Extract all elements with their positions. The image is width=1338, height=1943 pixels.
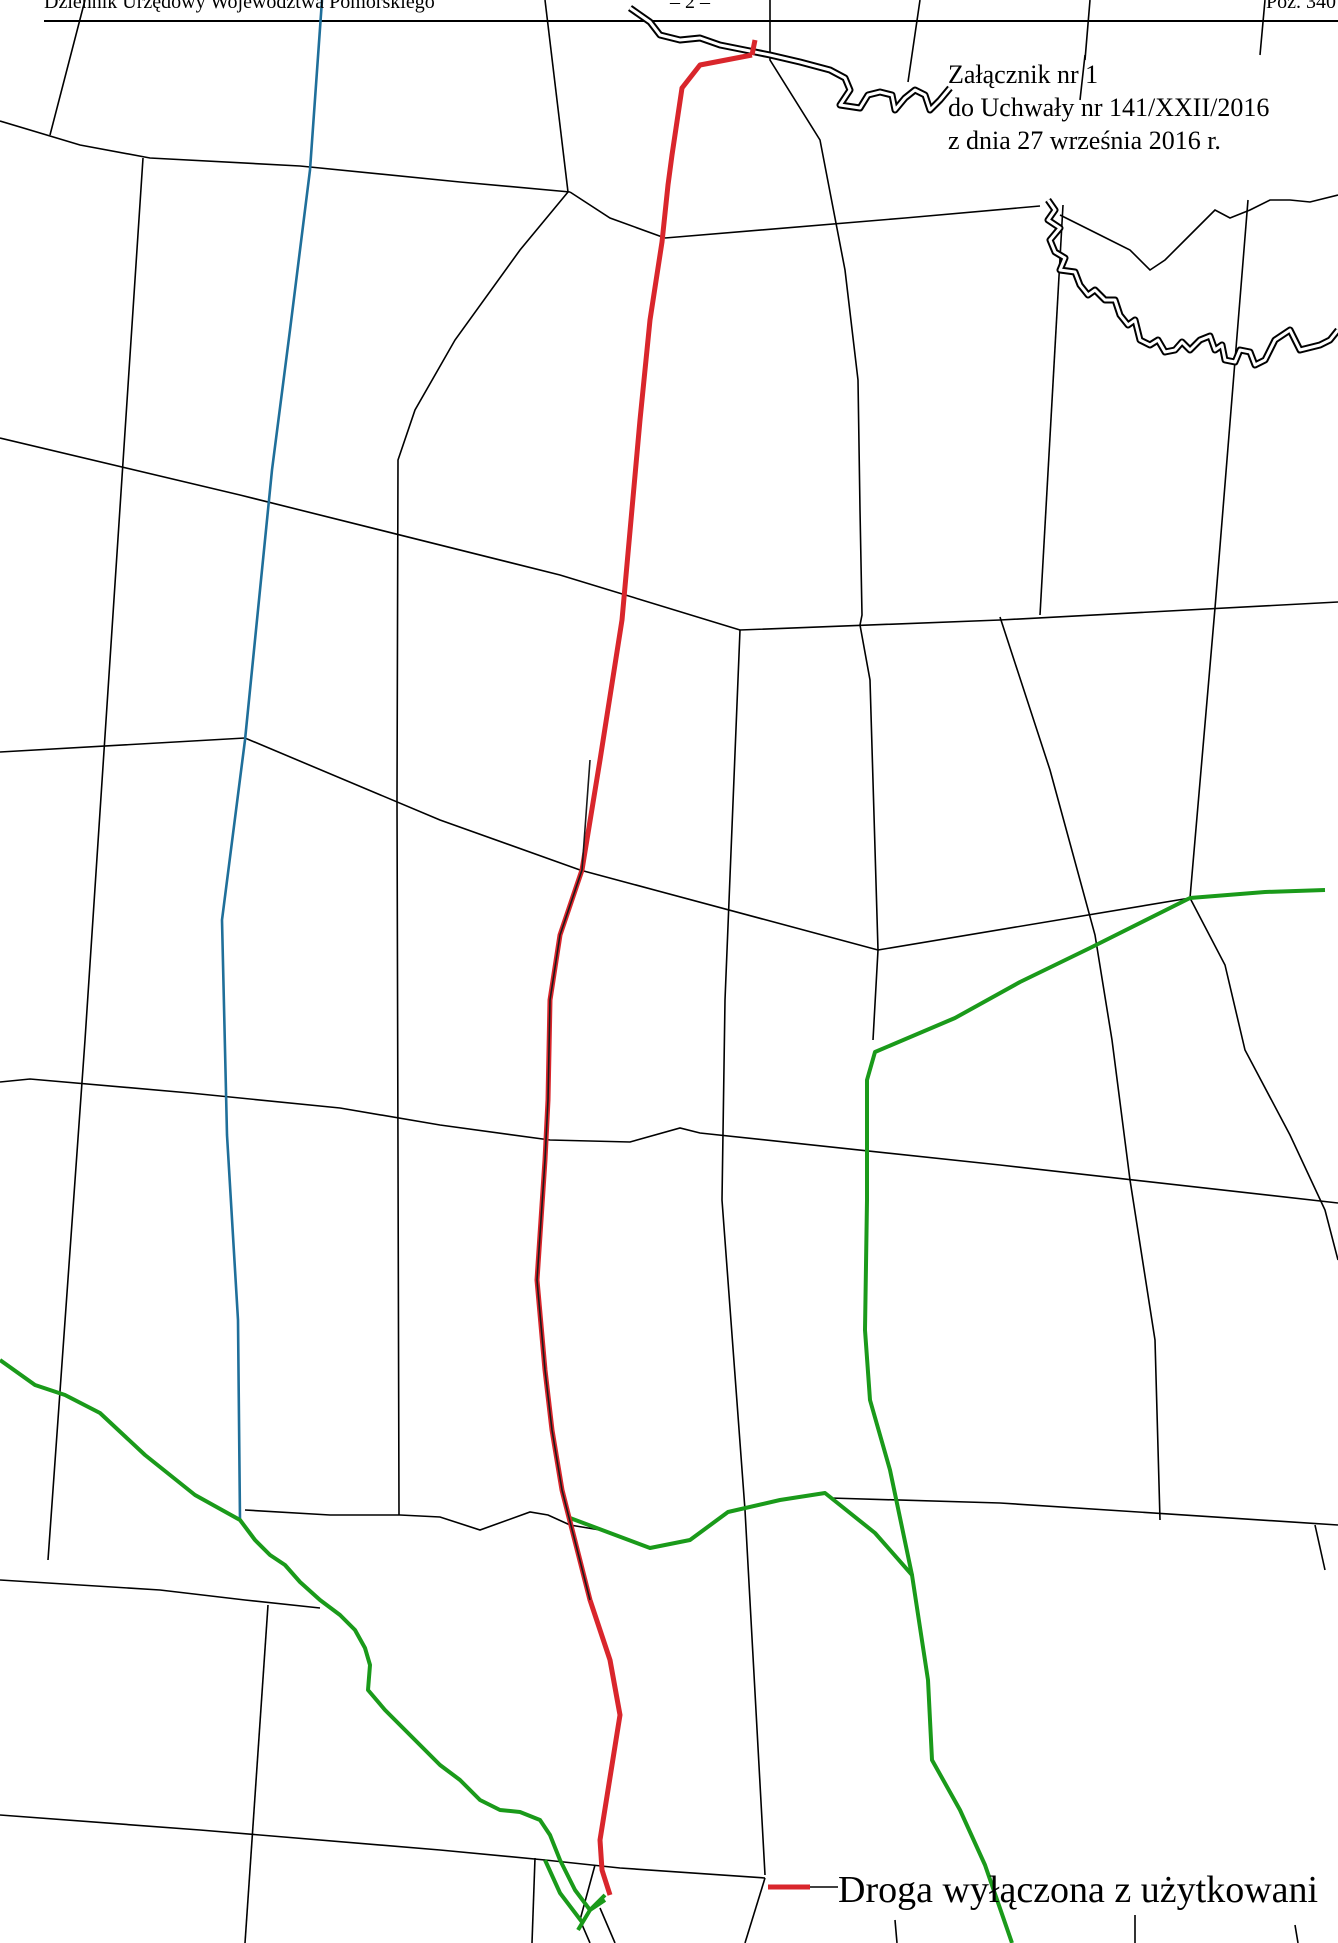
boundary-line <box>544 0 569 193</box>
boundary-line <box>396 191 569 1516</box>
boundary-line <box>599 1907 616 1943</box>
blue-road <box>220 0 324 1521</box>
boundary-line <box>1084 0 1091 61</box>
boundary-line <box>0 1579 321 1609</box>
header-journal-title: Dziennik Urzędowy Województwa Pomorskieg… <box>44 0 435 13</box>
green-road-east <box>863 888 1326 1576</box>
boundary-line <box>531 1857 536 1943</box>
boundary-line <box>721 629 766 1876</box>
boundary-line <box>0 120 571 193</box>
boundary-line <box>1214 199 1249 609</box>
boundary-line <box>1189 897 1338 1261</box>
boundary-line <box>829 1497 1338 1526</box>
boundary-line <box>769 0 879 1041</box>
annex-line-3: z dnia 27 września 2016 r. <box>948 126 1221 155</box>
boundary-line <box>744 1877 766 1943</box>
boundary-line <box>0 1814 766 1879</box>
boundary-line <box>907 0 921 83</box>
boundary-line <box>1294 1924 1299 1943</box>
boundary-line <box>0 437 741 631</box>
boundary-line <box>0 1078 1338 1204</box>
annex-line-2: do Uchwały nr 141/XXII/2016 <box>948 93 1270 122</box>
boundary-line <box>1189 607 1216 899</box>
boundary-line <box>739 601 1338 631</box>
boundary-line <box>1314 1524 1326 1571</box>
green-roads <box>0 888 1326 1943</box>
green-road-south <box>569 1491 1014 1943</box>
boundary-line <box>47 157 144 1561</box>
river-inner <box>629 6 1338 367</box>
boundary-line <box>569 191 666 239</box>
excluded-road-stub <box>749 39 758 56</box>
boundary-line <box>1259 0 1266 56</box>
excluded-road-core <box>536 759 591 1601</box>
boundary-line <box>49 0 86 136</box>
legend-label: Droga wyłączona z użytkowani <box>838 1869 1319 1911</box>
annex-note: Załącznik nr 1 do Uchwały nr 141/XXII/20… <box>948 58 1269 157</box>
green-road-branch <box>543 1859 584 1924</box>
green-road-branch <box>576 1893 607 1932</box>
boundary-line <box>664 205 1041 239</box>
excluded-road <box>534 52 753 1896</box>
boundary-line <box>894 1919 898 1943</box>
annex-line-1: Załącznik nr 1 <box>948 60 1099 89</box>
boundary-line <box>0 737 879 951</box>
green-road-west <box>0 1358 607 1912</box>
header-page-number: – 2 – <box>670 0 710 13</box>
boundary-line <box>244 1509 601 1531</box>
boundary-line <box>1079 54 1086 101</box>
header-position: Poz. 340 <box>1266 0 1336 13</box>
boundary-line <box>877 897 1191 951</box>
boundary-line <box>244 1604 269 1943</box>
boundary-line <box>999 616 1161 1521</box>
shoreline <box>1059 194 1338 272</box>
